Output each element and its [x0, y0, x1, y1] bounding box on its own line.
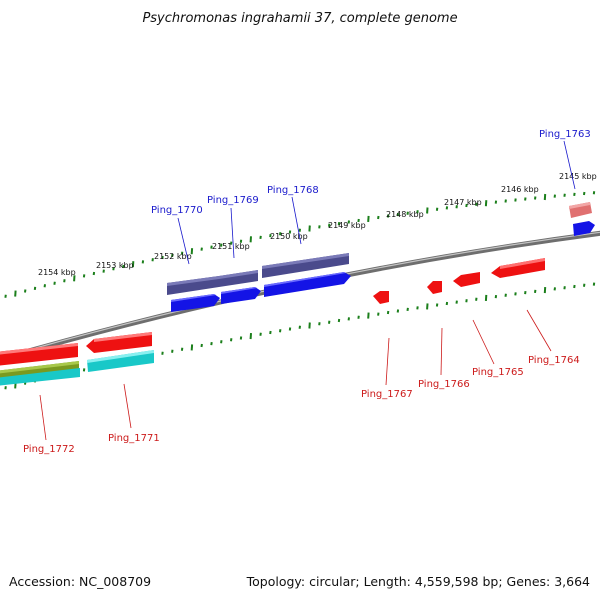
accession-text: Accession: NC_008709: [9, 574, 151, 589]
cds-arrow-ping-1766[interactable]: [427, 281, 442, 294]
gene-bar-ping-1772-cyan[interactable]: [0, 368, 80, 386]
leader-ping-1763: [563, 140, 576, 190]
gene-label-ping-1765[interactable]: Ping_1765: [472, 367, 524, 378]
gene-bar-ping-1772-red-top: [0, 343, 78, 355]
scale-label-2152: 2152 kbp: [154, 252, 192, 261]
leader-ping-1768: [291, 196, 302, 245]
gene-bar-ping-1768-purple-top: [262, 253, 349, 269]
cds-arrow-ping-1768-top: [264, 272, 346, 287]
gene-bar-ping-1772-olive-top: [0, 361, 79, 374]
gene-label-ping-1764[interactable]: Ping_1764: [528, 355, 580, 366]
scale-ticks-upper: [4, 191, 596, 298]
gene-bar-ping-1769-purple-top: [219, 270, 258, 279]
cds-arrow-ping-1770-top: [171, 294, 216, 302]
gene-label-ping-1772[interactable]: Ping_1772: [23, 444, 75, 455]
scale-label-2147: 2147 kbp: [444, 198, 482, 207]
leader-ping-1769: [230, 207, 235, 259]
cds-arrow-ping-1769-top: [221, 287, 257, 294]
leader-ping-1767: [385, 337, 390, 386]
gene-label-ping-1767[interactable]: Ping_1767: [361, 389, 413, 400]
forward-strand-features: [167, 202, 595, 312]
leader-ping-1772: [39, 394, 47, 441]
leader-ping-1770: [177, 217, 190, 265]
gene-label-ping-1769[interactable]: Ping_1769: [207, 195, 259, 206]
scale-label-2153: 2153 kbp: [96, 261, 134, 270]
cds-arrow-ping-1765[interactable]: [453, 272, 480, 287]
cds-arrow-ping-1767[interactable]: [373, 291, 389, 304]
gene-label-ping-1768[interactable]: Ping_1768: [267, 185, 319, 196]
scale-label-2146: 2146 kbp: [501, 185, 539, 194]
scale-label-2145: 2145 kbp: [559, 172, 597, 181]
leader-ping-1771: [123, 383, 132, 429]
cds-arrow-ping-1768[interactable]: [264, 272, 351, 297]
scale-label-2151: 2151 kbp: [212, 242, 250, 251]
gene-bar-ping-1771-cyan-top: [87, 350, 154, 363]
leader-ping-1765: [472, 319, 495, 365]
gene-bar-ping-1770-purple-top: [167, 276, 219, 286]
cds-arrow-ping-1771-red-top: [94, 332, 152, 342]
gene-label-ping-1771[interactable]: Ping_1771: [108, 433, 160, 444]
leader-ping-1766: [440, 327, 443, 376]
gene-bar-ping-1763-pink-top: [569, 202, 590, 209]
scale-label-2150: 2150 kbp: [270, 232, 308, 241]
scale-label-2149: 2149 kbp: [328, 221, 366, 230]
cds-arrow-ping-1771-red[interactable]: [86, 332, 152, 353]
gene-label-ping-1763[interactable]: Ping_1763: [539, 129, 591, 140]
scale-label-2148: 2148 kbp: [386, 210, 424, 219]
scale-label-2154: 2154 kbp: [38, 268, 76, 277]
gene-bar-ping-1772-red[interactable]: [0, 343, 78, 366]
cds-arrow-ping-1764-top: [500, 258, 545, 269]
genome-summary-text: Topology: circular; Length: 4,559,598 bp…: [246, 574, 590, 589]
label-leaders: [39, 140, 576, 441]
reverse-strand-features: [0, 258, 545, 386]
cds-arrow-ping-1763[interactable]: [573, 221, 595, 236]
genome-backbone-highlight: [0, 231, 600, 359]
gene-label-ping-1770[interactable]: Ping_1770: [151, 205, 203, 216]
gene-label-ping-1766[interactable]: Ping_1766: [418, 379, 470, 390]
genome-title: Psychromonas ingrahamii 37, complete gen…: [142, 11, 457, 26]
leader-ping-1764: [526, 309, 552, 352]
